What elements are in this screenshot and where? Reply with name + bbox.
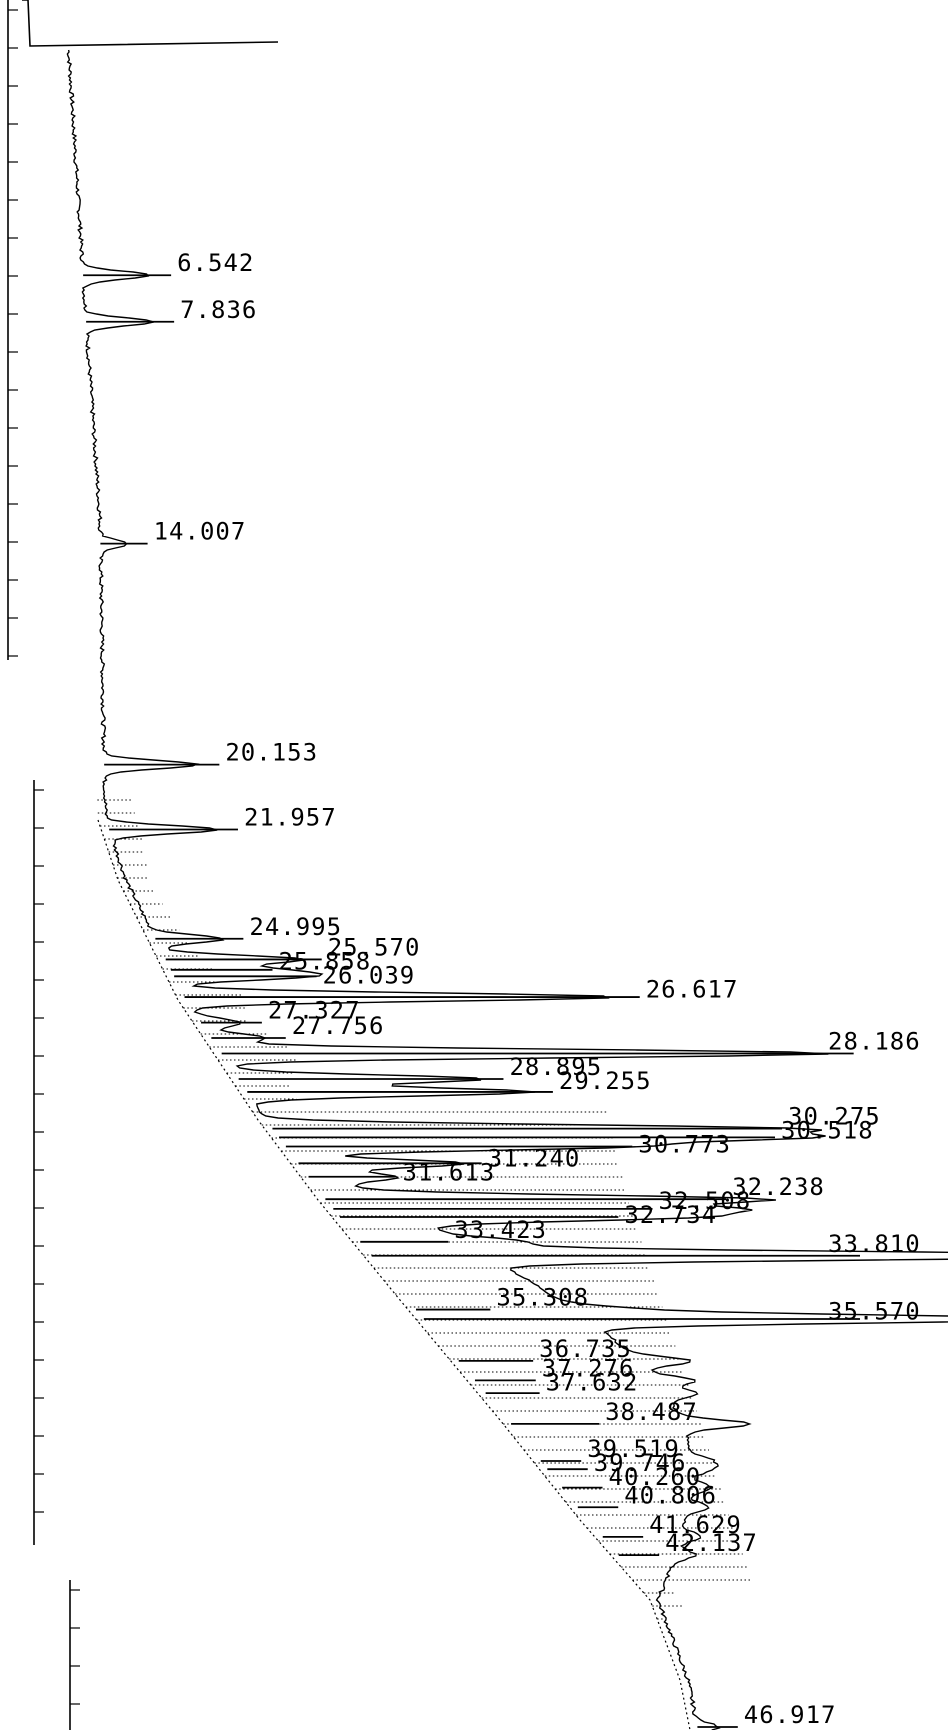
peak-label: 35.308	[496, 1284, 589, 1312]
peak-label: 31.613	[403, 1159, 496, 1187]
chromatogram-trace	[66, 49, 948, 1730]
injection-marker	[22, 0, 279, 47]
peak-label: 30.275	[788, 1103, 881, 1131]
peak-label: 38.487	[605, 1398, 698, 1426]
peak-label: 20.153	[225, 739, 318, 767]
peak-label: 39.746	[594, 1449, 687, 1477]
peak-label: 6.542	[177, 249, 254, 277]
peak-label: 27.756	[292, 1012, 385, 1040]
peak-label: 32.734	[624, 1201, 717, 1229]
peak-label: 26.617	[646, 975, 739, 1003]
peak-label: 33.810	[828, 1230, 921, 1258]
peak-label: 14.007	[154, 518, 247, 546]
peak-label: 24.995	[249, 913, 342, 941]
peak-label: 40.260	[609, 1463, 702, 1491]
peak-label: 32.508	[659, 1187, 752, 1215]
peak-label: 31.240	[488, 1145, 581, 1173]
peak-label: 37.276	[542, 1354, 635, 1382]
peak-label: 33.423	[454, 1216, 547, 1244]
peak-label: 39.519	[587, 1435, 680, 1463]
peak-label: 25.858	[278, 947, 371, 975]
peak-label: 28.895	[509, 1053, 602, 1081]
peak-label: 40.806	[624, 1481, 717, 1509]
peak-label: 29.255	[559, 1067, 652, 1095]
peak-label: 30.773	[638, 1131, 731, 1159]
peak-label: 35.570	[828, 1298, 921, 1326]
peak-label: 28.186	[828, 1027, 921, 1055]
peak-label: 36.735	[539, 1335, 632, 1363]
peak-label: 7.836	[180, 296, 257, 324]
peak-markers	[83, 274, 860, 1728]
peak-label: 26.039	[323, 961, 416, 989]
peak-label: 30.518	[781, 1117, 874, 1145]
baseline	[97, 819, 691, 1730]
peak-label: 46.917	[744, 1701, 837, 1729]
peak-label: 37.632	[546, 1368, 639, 1396]
time-axis	[7, 0, 279, 1730]
peak-label: 32.238	[732, 1173, 825, 1201]
peak-labels: 6.542 7.836 14.007 20.153 21.957 24.99525.570…	[154, 249, 921, 1729]
peak-label: 25.570	[328, 933, 421, 961]
peak-label: 42.137	[665, 1529, 758, 1557]
peak-label: 21.957	[244, 804, 337, 832]
peak-label: 27.327	[268, 997, 361, 1025]
peak-label: 41.629	[649, 1511, 742, 1539]
